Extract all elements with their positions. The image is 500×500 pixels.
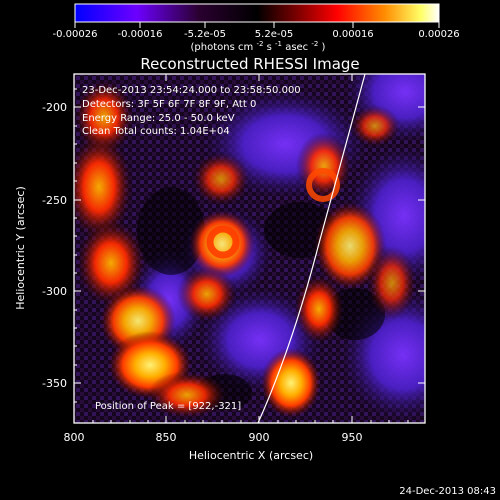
solar-limb-line [257,74,366,423]
axis-tick-labels: 800 850 900 950 -200 -250 -300 -350 [42,101,362,444]
y-tick-label: -350 [42,377,67,390]
colorbar [74,3,440,23]
colorbar-tick-label: -5.2e-05 [184,29,226,40]
plot-title: Reconstructed RHESSI Image [140,55,359,73]
colorbar-ticks [74,22,440,28]
colorbar-unit-part-3: asec [285,42,308,53]
x-tick-label: 850 [156,431,177,444]
colorbar-tick-labels: -0.00026 -0.00016 -5.2e-05 5.2e-05 0.000… [53,29,460,40]
colorbar-unit-part-2: s [267,42,272,53]
image-annotations: 23-Dec-2013 23:54:24.000 to 23:58:50.000… [82,85,301,412]
x-tick-label: 950 [342,431,363,444]
x-axis-ticks [73,74,409,423]
colorbar-unit-label: (photons cm -2 s -1 asec -2 ) [191,40,326,53]
y-axis-label: Heliocentric Y (arcsec) [14,186,27,310]
colorbar-tick-label: -0.00016 [118,29,163,40]
energy-range-annotation: Energy Range: 25.0 - 50.0 keV [82,113,235,124]
x-tick-label: 800 [64,431,85,444]
y-tick-label: -250 [42,194,67,207]
clean-total-counts-annotation: Clean Total counts: 1.04E+04 [82,126,230,137]
y-axis-ticks [74,88,425,403]
colorbar-unit-part-4: ) [322,42,326,53]
colorbar-unit-superscript-2: -1 [275,40,282,48]
colorbar-unit-part-1: (photons cm [191,42,254,53]
colorbar-tick-label: 5.2e-05 [255,29,293,40]
x-tick-label: 900 [249,431,270,444]
peak-position-annotation: Position of Peak = [922,-321] [95,401,241,412]
image-panel: 23-Dec-2013 23:54:24.000 to 23:58:50.000… [74,74,425,423]
y-tick-label: -300 [42,285,67,298]
generated-timestamp: 24-Dec-2013 08:43 [399,486,496,497]
colorbar-tick-label: -0.00026 [53,29,98,40]
plot-frame [73,73,426,424]
time-range-annotation: 23-Dec-2013 23:54:24.000 to 23:58:50.000 [82,85,301,96]
colorbar-unit-superscript-1: -2 [256,40,263,48]
x-axis-label: Heliocentric X (arcsec) [189,449,313,462]
y-tick-label: -200 [42,101,67,114]
colorbar-unit-superscript-3: -2 [311,40,318,48]
detectors-annotation: Detectors: 3F 5F 6F 7F 8F 9F, Att 0 [82,99,256,110]
colorbar-tick-label: 0.00026 [418,29,459,40]
colorbar-tick-label: 0.00016 [332,29,373,40]
